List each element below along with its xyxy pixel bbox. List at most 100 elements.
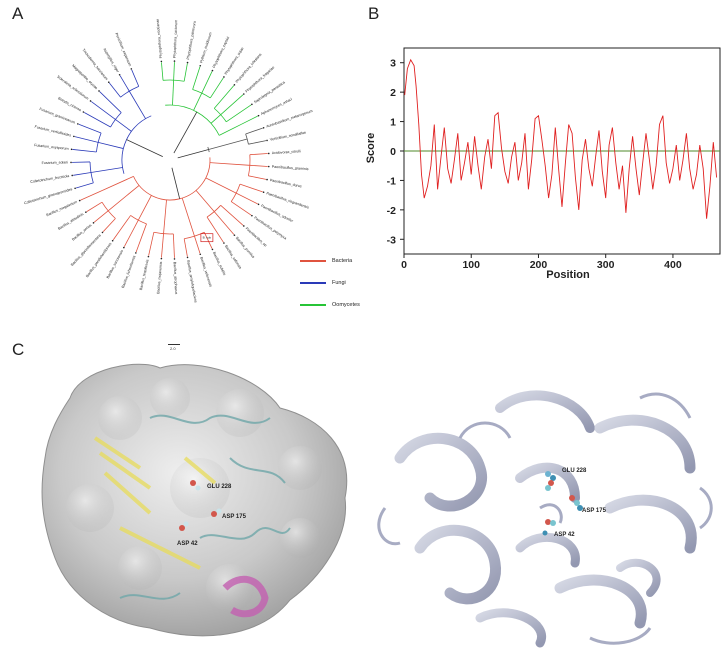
tree-branch	[73, 149, 97, 152]
protein-structure-figure: GLU 228 ASP 175 ASP 42	[0, 338, 728, 648]
tree-stem	[108, 185, 139, 210]
tree-leaf-dot	[108, 81, 110, 83]
residue-label-asp175-ribbon: ASP 175	[582, 508, 607, 514]
tree-leaf-dot	[98, 90, 100, 92]
tree-branch	[210, 78, 223, 98]
legend-label-bacteria: Bacteria	[332, 258, 352, 264]
tree-stem	[206, 178, 236, 193]
tree-leaf-dot	[223, 76, 225, 78]
tree-branch	[193, 67, 200, 90]
tree-leaf-label: Verticillium_nonalfalfae	[270, 131, 307, 142]
tree-leaf-dot	[79, 200, 81, 202]
tree-branch	[124, 220, 138, 247]
tree-stem	[164, 200, 167, 234]
x-tick-label: 100	[462, 259, 480, 271]
x-tick-label: 0	[401, 259, 407, 271]
tree-leaf-label: Bacillus_subtilis	[212, 251, 227, 276]
tree-leaf-dot	[268, 153, 270, 155]
residue-label-glu228-surface: GLU 228	[207, 484, 232, 490]
tree-leaf-label: Bacillus_safensis	[224, 244, 242, 269]
tree-branch	[161, 234, 163, 258]
tree-leaf-dot	[85, 211, 87, 213]
tree-root-branch	[172, 168, 180, 199]
tree-leaf-label: Paenibacillus_durus	[270, 178, 303, 188]
tree-leaf-label: Bacillus_velezensis	[199, 256, 212, 287]
tree-branch	[87, 202, 102, 211]
tree-leaf-dot	[263, 191, 265, 193]
tree-leaf-dot	[263, 127, 265, 129]
tree-group-arc	[122, 116, 151, 174]
tree-leaf-dot	[123, 247, 125, 249]
tree-leaf-label: Colletotrichum_fructicola	[30, 174, 70, 184]
tree-branch	[226, 105, 251, 122]
tree-branch	[214, 212, 234, 235]
y-tick-label: 2	[390, 87, 396, 99]
tree-branch	[236, 193, 257, 204]
tree-stem	[219, 124, 241, 135]
tree-leaf-label: Bacillus_sonorensis	[106, 249, 124, 279]
tree-branch	[246, 128, 263, 134]
score-series-line	[405, 60, 717, 219]
tree-leaf-dot	[70, 162, 72, 164]
tree-leaf-label: Bacillus_megaterium	[46, 200, 78, 217]
legend-label-fungi: Fungi	[332, 280, 346, 286]
tree-root-branch	[174, 112, 197, 153]
tree-branch	[94, 211, 108, 222]
tree-leaf-label: Aphanomyces_astaci	[260, 97, 293, 116]
tree-branch	[184, 64, 187, 82]
tree-branch	[214, 86, 234, 109]
tree-leaf-label: Paenibacillus_odorifer	[260, 204, 294, 224]
tree-stem	[172, 80, 173, 105]
tree-stem	[115, 119, 131, 131]
tree-leaf-dot	[119, 74, 121, 76]
tree-leaf-label: Colletotrichum_gloeosporioides	[24, 187, 73, 205]
tree-stem	[103, 176, 134, 190]
tree-leaf-dot	[71, 175, 73, 177]
tree-leaf-dot	[251, 104, 253, 106]
tree-branch	[103, 219, 115, 232]
x-axis-label: Position	[546, 269, 590, 281]
tree-leaf-label: Bacillus_mojavensis	[156, 261, 163, 294]
tree-leaf-label: Bacillus_licheniformis	[121, 255, 137, 289]
tree-branch	[84, 112, 110, 127]
tree-branch	[250, 154, 268, 155]
tree-stem	[210, 163, 250, 166]
tree-stem	[211, 115, 221, 124]
tree-branch	[120, 76, 129, 91]
residue-label-asp42-ribbon: ASP 42	[554, 532, 575, 538]
tree-leaf-dot	[258, 204, 260, 206]
tree-leaf-dot	[161, 61, 163, 63]
legend-swatch-bacteria	[300, 260, 326, 262]
tree-leaf-dot	[187, 62, 189, 64]
tree-leaf-dot	[148, 256, 150, 258]
tree-leaf-label: Aureobasidium_melanogenum	[266, 109, 313, 129]
tree-branch	[250, 165, 268, 166]
tree-branch	[91, 102, 115, 120]
tree-leaf-dot	[251, 215, 253, 217]
tree-branch	[221, 95, 243, 115]
tree-branch	[73, 173, 91, 176]
tree-leaf-label: Fusarium_verticillioides	[34, 125, 71, 138]
tree-branch	[242, 116, 258, 124]
tree-leaf-dot	[90, 100, 92, 102]
tree-leaf-dot	[161, 258, 163, 260]
residue-label-asp42-surface: ASP 42	[177, 541, 198, 547]
tree-root-branch	[127, 140, 163, 157]
tree-leaf-label: Bacillus_amyloliquefaciens	[186, 260, 198, 303]
tree-leaf-dot	[77, 123, 79, 125]
x-tick-label: 200	[530, 259, 548, 271]
tree-leaf-label: Bacillus_aerius	[71, 223, 92, 242]
surface-structure: GLU 228 ASP 175 ASP 42	[42, 364, 347, 636]
tree-leaf-label: Phytophthora_capsici	[212, 36, 230, 69]
tree-leaf-label: Phytophthora_palmivora	[186, 21, 197, 60]
tree-leaf-dot	[223, 242, 225, 244]
tree-leaf-dot	[268, 166, 270, 168]
tree-leaf-dot	[83, 111, 85, 113]
tree-leaf-label: Bacillus_atrophaeus	[173, 262, 178, 295]
protein-structure-panel: GLU 228 ASP 175 ASP 42	[0, 338, 728, 648]
tree-stem	[209, 139, 248, 149]
y-tick-label: -1	[387, 175, 396, 187]
tree-leaf-label: Phytophthora_nicotianae	[156, 19, 163, 59]
tree-branch	[149, 232, 154, 255]
